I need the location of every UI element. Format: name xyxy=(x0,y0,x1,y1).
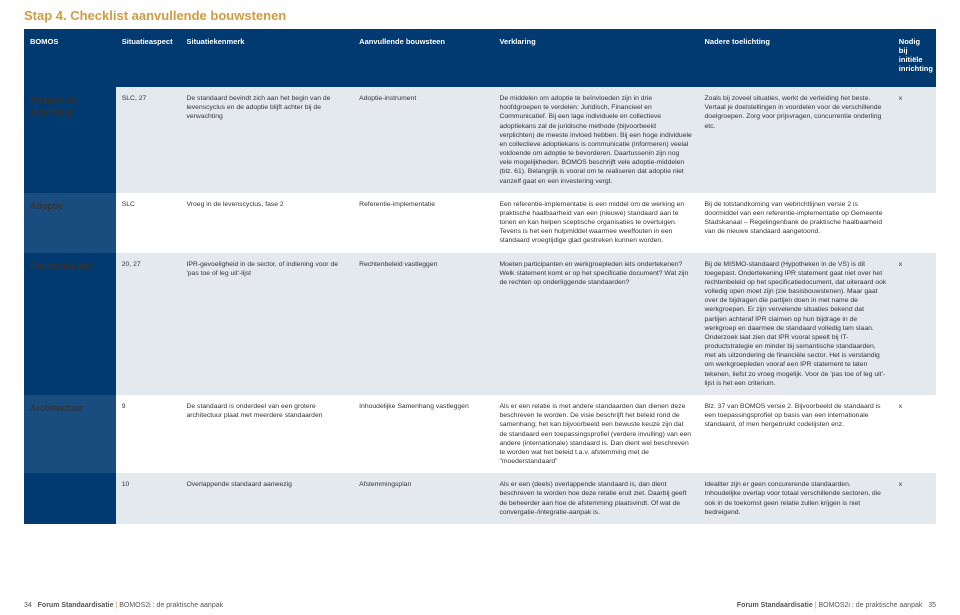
cell-verklaring: De middelen om adoptie te beïnvloeden zi… xyxy=(493,87,698,193)
cell-nadere: Bij de MISMO-standaard (Hypotheken in de… xyxy=(699,253,893,395)
footer-right-bold: Forum Standaardisatie xyxy=(737,602,813,609)
col-header-bouwsteen: Aanvullende bouwsteen xyxy=(353,29,493,87)
table-row: Architectuur 9 De standaard is onderdeel… xyxy=(24,395,936,473)
cell-bomos: Adoptie en erkenning xyxy=(24,87,116,193)
cell-bomos: Rechtenbeleid xyxy=(24,253,116,395)
col-header-situatieaspect: Situatieaspect xyxy=(116,29,181,87)
page-footer: 34 Forum Standaardisatie | BOMOS2i : de … xyxy=(24,602,936,609)
cell-kenmerk: IPR-gevoeligheid in de sector, of indien… xyxy=(180,253,353,395)
cell-nadere: Idealiter zijn er geen concurerende stan… xyxy=(699,473,893,524)
table-header-row: BOMOS Situatieaspect Situatiekenmerk Aan… xyxy=(24,29,936,87)
cell-bouwsteen: Adoptie-instrument xyxy=(353,87,493,193)
cell-verklaring: Moeten participanten en werkgroepleden i… xyxy=(493,253,698,395)
cell-nodig: x xyxy=(893,473,936,524)
cell-kenmerk: De standaard is onderdeel van een groter… xyxy=(180,395,353,473)
cell-bouwsteen: Afstemmingsplan xyxy=(353,473,493,524)
cell-bomos: Adoptie xyxy=(24,193,116,253)
footer-left: 34 Forum Standaardisatie | BOMOS2i : de … xyxy=(24,602,223,609)
cell-bouwsteen: Inhoudelijke Samenhang vastleggen xyxy=(353,395,493,473)
cell-verklaring: Een referentie-implementatie is een midd… xyxy=(493,193,698,253)
cell-verklaring: Als er een (deels) overlappende standaar… xyxy=(493,473,698,524)
cell-nodig xyxy=(893,193,936,253)
col-header-verklaring: Verklaring xyxy=(493,29,698,87)
col-header-nodig: Nodig bij initiële inrichting xyxy=(893,29,936,87)
col-header-nadere: Nadere toelichting xyxy=(699,29,893,87)
table-row: Rechtenbeleid 20, 27 IPR-gevoeligheid in… xyxy=(24,253,936,395)
table-row: Adoptie en erkenning SLC, 27 De standaar… xyxy=(24,87,936,193)
cell-kenmerk: De standaard bevindt zich aan het begin … xyxy=(180,87,353,193)
cell-nodig: x xyxy=(893,253,936,395)
col-header-situatiekenmerk: Situatiekenmerk xyxy=(180,29,353,87)
cell-nadere: Zoals bij zoveel situaties, werkt de ver… xyxy=(699,87,893,193)
cell-verklaring: Als er een relatie is met andere standaa… xyxy=(493,395,698,473)
cell-bomos: Architectuur xyxy=(24,395,116,473)
footer-right: Forum Standaardisatie | BOMOS2i : de pra… xyxy=(737,602,936,609)
footer-left-bold: Forum Standaardisatie xyxy=(38,602,114,609)
page-title: Stap 4. Checklist aanvullende bouwstenen xyxy=(0,0,960,29)
cell-nadere: Blz. 37 van BOMOS versie 2. Bijvoorbeeld… xyxy=(699,395,893,473)
footer-left-text: BOMOS2i : de praktische aanpak xyxy=(119,602,223,609)
cell-situatie: 9 xyxy=(116,395,181,473)
footer-left-page: 34 xyxy=(24,602,32,609)
table-row: 10 Overlappende standaard aanwezig Afste… xyxy=(24,473,936,524)
cell-situatie: 20, 27 xyxy=(116,253,181,395)
footer-right-page: 35 xyxy=(928,602,936,609)
cell-nadere: Bij de totstandkoming van webrichtlijnen… xyxy=(699,193,893,253)
col-header-bomos: BOMOS xyxy=(24,29,116,87)
cell-situatie: SLC, 27 xyxy=(116,87,181,193)
footer-right-text: BOMOS2i : de praktische aanpak xyxy=(818,602,922,609)
cell-situatie: SLC xyxy=(116,193,181,253)
checklist-table: BOMOS Situatieaspect Situatiekenmerk Aan… xyxy=(24,29,936,524)
cell-bouwsteen: Rechtenbeleid vastleggen xyxy=(353,253,493,395)
cell-bouwsteen: Referentie-implementatie xyxy=(353,193,493,253)
cell-nodig: x xyxy=(893,395,936,473)
cell-nodig: x xyxy=(893,87,936,193)
cell-bomos xyxy=(24,473,116,524)
cell-situatie: 10 xyxy=(116,473,181,524)
cell-kenmerk: Overlappende standaard aanwezig xyxy=(180,473,353,524)
table-row: Adoptie SLC Vroeg in de levenscyclus, fa… xyxy=(24,193,936,253)
cell-kenmerk: Vroeg in de levenscyclus, fase 2 xyxy=(180,193,353,253)
